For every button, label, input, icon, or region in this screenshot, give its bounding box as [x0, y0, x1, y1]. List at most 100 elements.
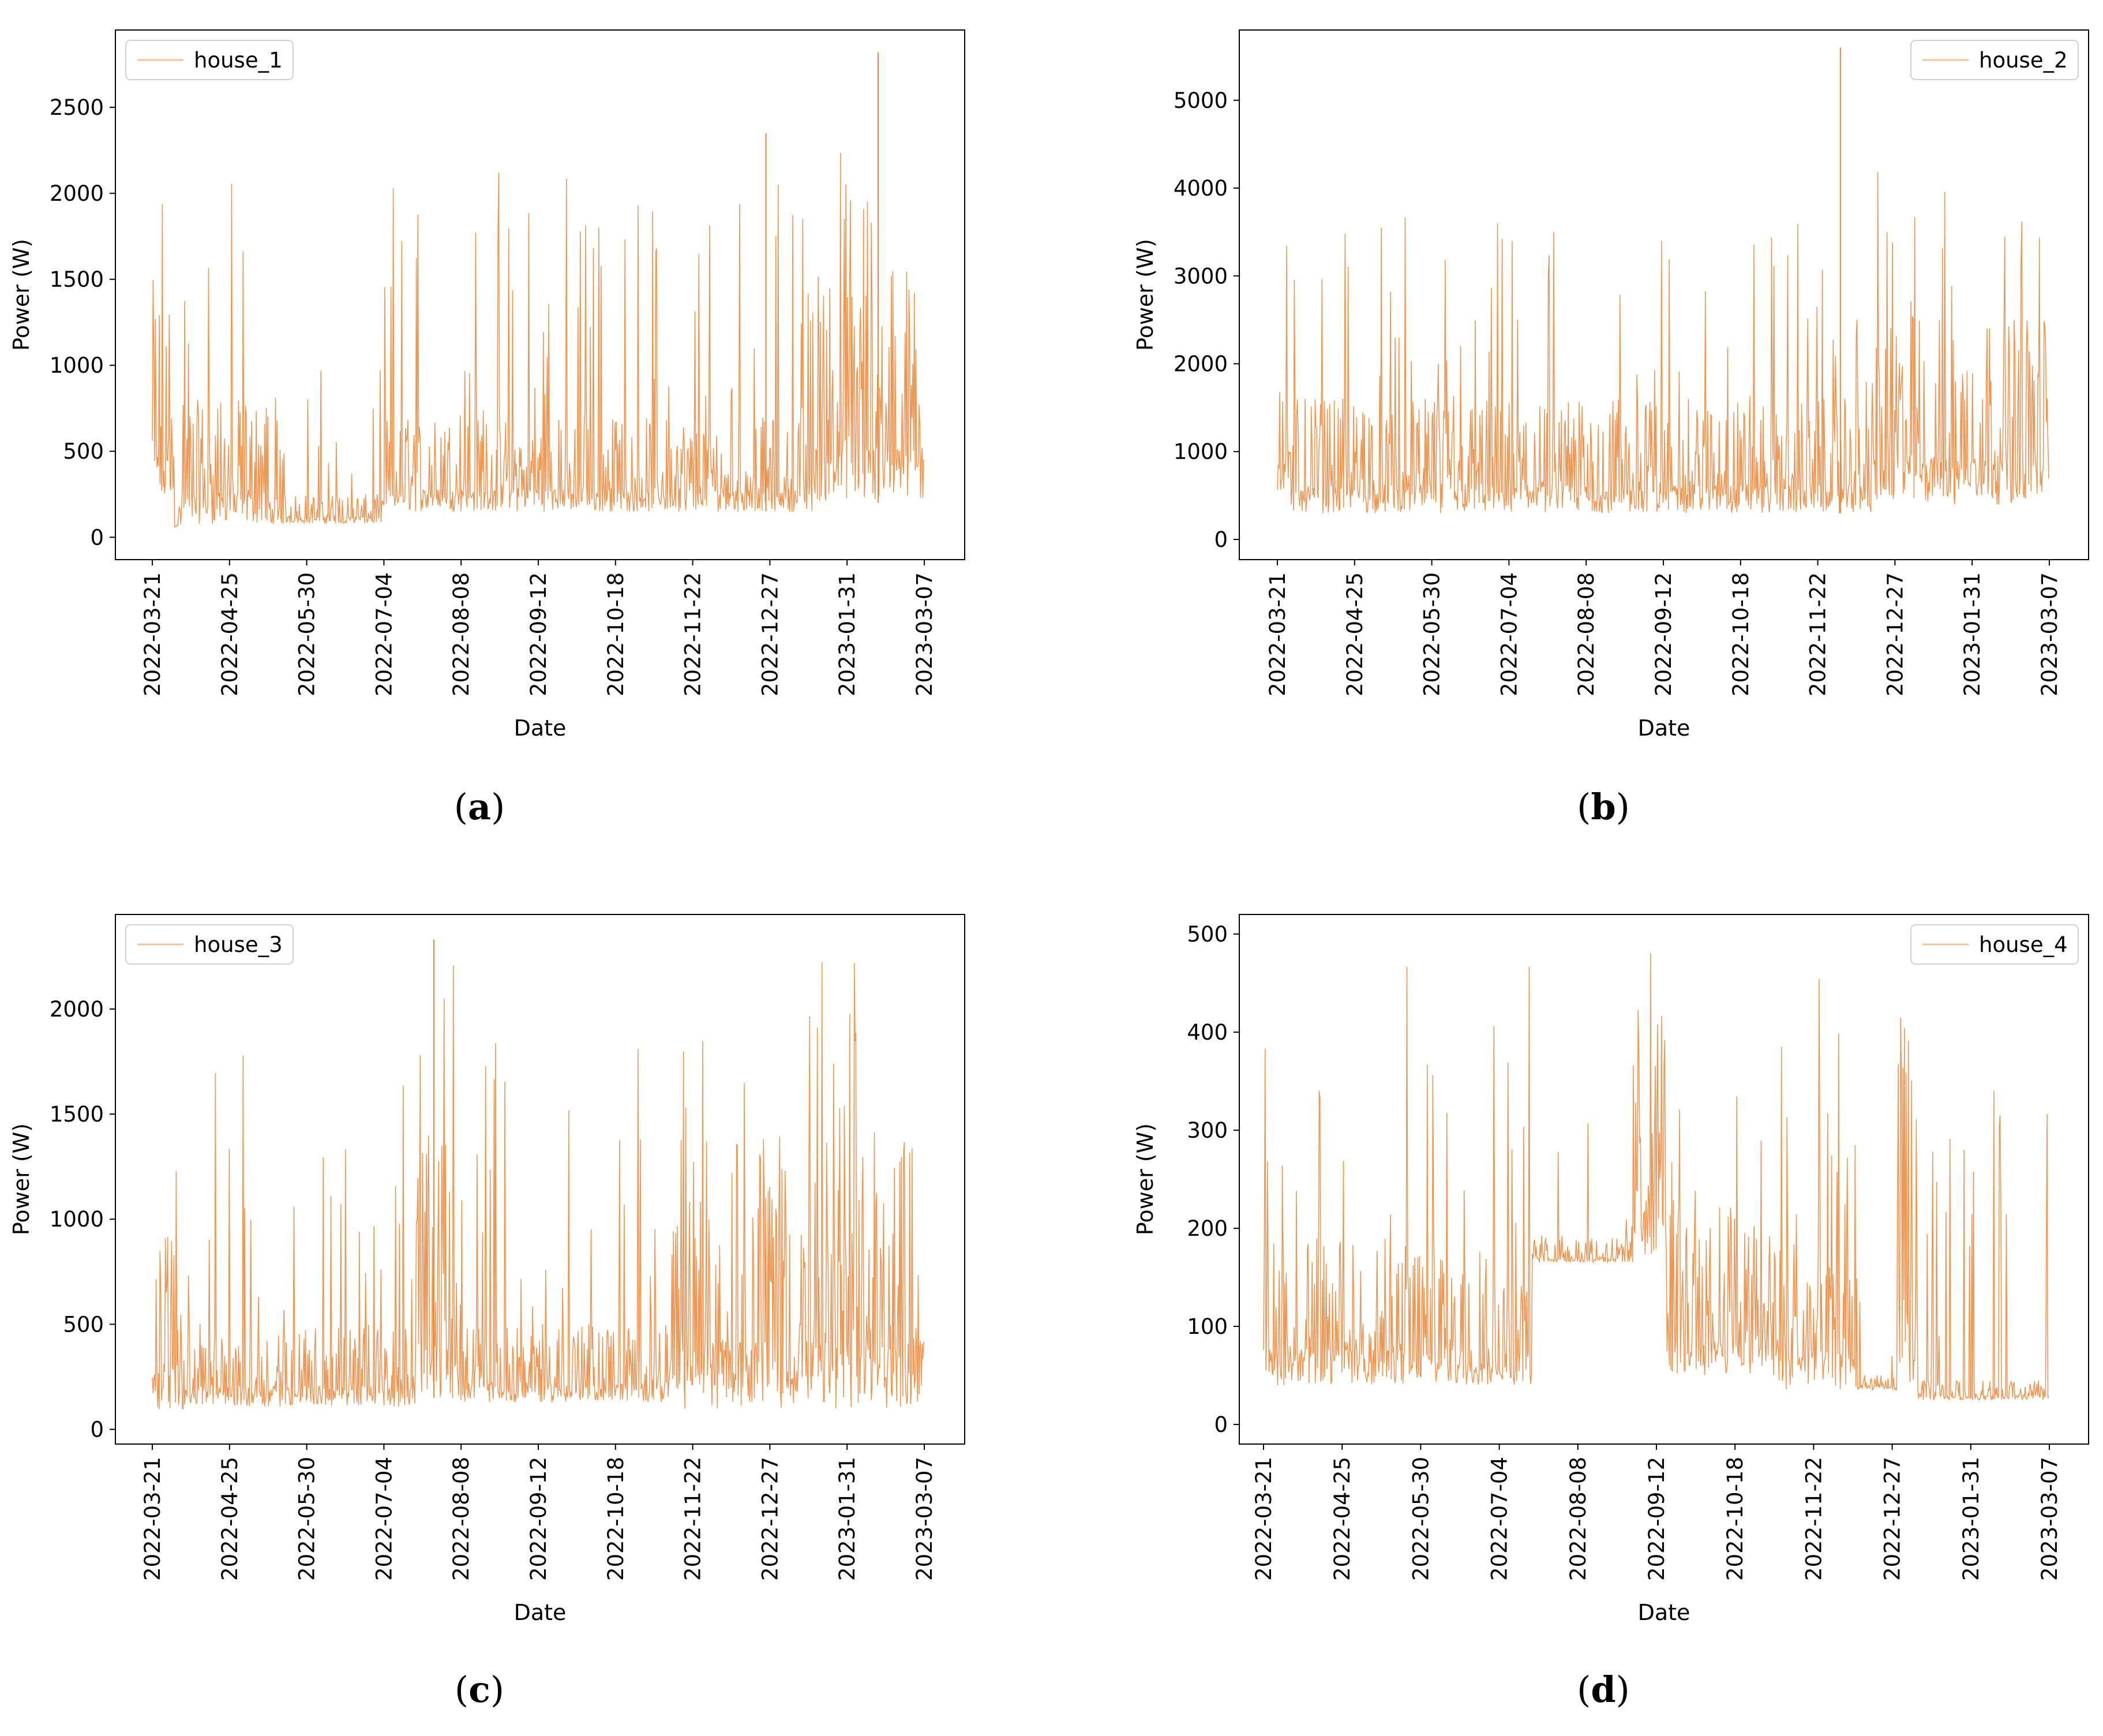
- x-tick-label: 2022-09-12: [526, 1457, 551, 1581]
- chart-c: 0 500 1000 1500 2000 2022-03-21 2022-04-25 2022…: [9, 914, 965, 1711]
- panel-caption: (d): [1577, 1668, 1630, 1711]
- x-tick-label: 2023-01-31: [1960, 572, 1985, 696]
- x-tick-label: 2022-05-30: [295, 572, 320, 696]
- x-tick-label: 2022-12-27: [758, 572, 782, 696]
- plot-frame: [1239, 914, 2089, 1445]
- plot-frame: [115, 914, 965, 1445]
- y-tick-label: 500: [63, 439, 104, 464]
- x-tick-label: 2023-03-07: [912, 1457, 937, 1581]
- series-house_1: [152, 52, 924, 527]
- x-tick-label: 2022-11-22: [681, 1457, 706, 1581]
- x-tick-label: 2022-08-08: [449, 572, 474, 696]
- y-tick-label: 1000: [50, 1207, 104, 1232]
- series-house_4: [1263, 953, 2049, 1401]
- x-tick-label: 2022-10-18: [1723, 1457, 1748, 1581]
- legend-box: [125, 924, 294, 965]
- x-tick-label: 2022-04-25: [218, 1457, 242, 1581]
- y-axis-label: Power (W): [9, 1123, 34, 1235]
- panel-caption: (b): [1577, 786, 1630, 828]
- x-tick-label: 2022-03-21: [140, 1457, 165, 1581]
- legend: house_1: [125, 40, 294, 80]
- legend: house_4: [1910, 924, 2079, 965]
- y-axis-label: Power (W): [1133, 1123, 1158, 1235]
- y-tick-label: 3000: [1174, 264, 1228, 288]
- panel-caption-letter: a: [468, 786, 491, 828]
- legend-box: [1910, 40, 2079, 80]
- x-tick-label: 2022-08-08: [1566, 1457, 1591, 1581]
- x-tick-label: 2022-03-21: [1251, 1457, 1276, 1581]
- panel-caption: (c): [455, 1668, 504, 1711]
- legend-box: [1910, 924, 2079, 965]
- legend-label: house_4: [1979, 932, 2068, 957]
- y-tick-label: 1000: [1174, 440, 1228, 464]
- legend: house_2: [1910, 40, 2079, 80]
- x-tick-label: 2022-12-27: [1880, 1457, 1905, 1581]
- panel-caption: (a): [454, 786, 505, 828]
- y-tick-label: 2000: [50, 997, 104, 1022]
- x-tick-label: 2022-05-30: [1408, 1457, 1433, 1581]
- panel-caption-letter: b: [1591, 786, 1615, 828]
- panel-caption-letter: d: [1591, 1668, 1615, 1711]
- x-axis-label: Date: [1638, 1600, 1690, 1625]
- series-line: [1277, 172, 2049, 513]
- x-tick-label: 2022-03-21: [140, 572, 165, 696]
- x-tick-label: 2022-04-25: [1330, 1457, 1355, 1581]
- x-tick-label: 2022-07-04: [372, 572, 396, 696]
- x-axis-label: Date: [514, 715, 567, 741]
- x-axis-label: Date: [514, 1600, 567, 1625]
- series-line: [1263, 953, 2049, 1401]
- x-tick-label: 2022-04-25: [1343, 572, 1367, 696]
- y-tick-label: 500: [63, 1312, 104, 1337]
- chart-b: 0 1000 2000 3000 4000 5000 2022-03-21 2022-04-2…: [1133, 29, 2089, 828]
- legend-label: house_2: [1979, 48, 2068, 73]
- x-axis-label: Date: [1638, 715, 1690, 741]
- x-tick-label: 2022-09-12: [526, 572, 551, 696]
- x-tick-label: 2022-11-22: [681, 572, 706, 696]
- x-tick-label: 2022-04-25: [218, 572, 242, 696]
- y-tick-label: 0: [90, 525, 104, 550]
- y-axis-label: Power (W): [1133, 239, 1158, 351]
- x-tick-label: 2022-10-18: [603, 572, 628, 696]
- y-tick-label: 5000: [1174, 88, 1228, 113]
- y-tick-label: 2500: [50, 95, 104, 120]
- x-tick-label: 2022-07-04: [1487, 1457, 1512, 1581]
- x-tick-label: 2023-01-31: [835, 572, 860, 696]
- x-tick-label: 2022-07-04: [1497, 572, 1521, 696]
- x-tick-label: 2022-08-08: [449, 1457, 474, 1581]
- x-tick-label: 2022-10-18: [603, 1457, 628, 1581]
- legend-label: house_1: [194, 48, 283, 73]
- y-tick-label: 2000: [50, 181, 104, 206]
- x-tick-label: 2022-05-30: [1420, 572, 1445, 696]
- chart-a: 0 500 1000 1500 2000 2500 2022-03-21 2022-04-25…: [9, 29, 965, 828]
- chart-d: 0 100 200 300 400 500 2022-03-21 2022-04-25 2022…: [1133, 914, 2089, 1711]
- x-tick-label: 2023-03-07: [912, 572, 937, 696]
- series-house_3: [152, 939, 924, 1409]
- y-tick-label: 200: [1187, 1216, 1228, 1241]
- series-line: [152, 962, 924, 1409]
- y-tick-label: 500: [1187, 922, 1228, 947]
- legend: house_3: [125, 924, 294, 965]
- y-tick-label: 4000: [1174, 176, 1228, 201]
- x-tick-label: 2022-12-27: [758, 1457, 782, 1581]
- x-tick-label: 2022-05-30: [295, 1457, 320, 1581]
- y-tick-label: 1500: [50, 267, 104, 292]
- x-tick-label: 2023-03-07: [2037, 1457, 2062, 1581]
- y-tick-label: 100: [1187, 1314, 1228, 1339]
- series-house_2: [1277, 47, 2049, 513]
- y-axis-label: Power (W): [9, 239, 34, 351]
- x-tick-label: 2022-10-18: [1729, 572, 1753, 696]
- x-tick-label: 2023-01-31: [1959, 1457, 1984, 1581]
- y-tick-label: 0: [1214, 527, 1228, 552]
- y-tick-label: 0: [1214, 1412, 1228, 1437]
- y-tick-label: 2000: [1174, 352, 1228, 377]
- x-tick-label: 2022-11-22: [1801, 1457, 1826, 1581]
- x-tick-label: 2022-09-12: [1651, 572, 1676, 696]
- plot-frame: [115, 29, 965, 560]
- x-tick-label: 2022-12-27: [1883, 572, 1907, 696]
- legend-box: [125, 40, 294, 80]
- y-tick-label: 0: [90, 1418, 104, 1442]
- x-tick-label: 2023-03-07: [2037, 572, 2062, 696]
- legend-label: house_3: [194, 932, 283, 957]
- x-tick-label: 2022-08-08: [1574, 572, 1599, 696]
